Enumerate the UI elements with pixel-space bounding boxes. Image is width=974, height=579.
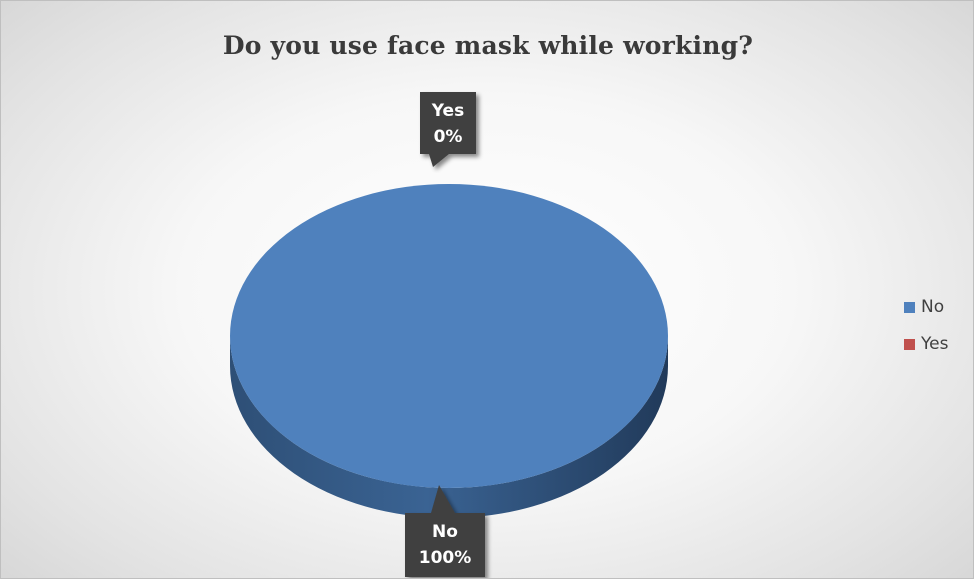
chart-title: Do you use face mask while working? bbox=[222, 31, 754, 60]
data-label-percent-yes: 0% bbox=[434, 127, 463, 147]
data-label-box-yes bbox=[420, 92, 476, 167]
legend-swatch-yes bbox=[904, 338, 915, 350]
data-label-no: No 100% bbox=[405, 485, 485, 577]
data-label-category-yes: Yes bbox=[431, 101, 464, 121]
data-label-category-no: No bbox=[432, 522, 458, 542]
legend-item-no: No bbox=[904, 294, 948, 320]
data-label-box-no bbox=[405, 485, 485, 577]
legend-swatch-no bbox=[904, 301, 915, 313]
data-label-yes: Yes 0% bbox=[420, 92, 476, 167]
legend: No Yes bbox=[904, 294, 948, 368]
data-label-percent-no: 100% bbox=[419, 548, 472, 568]
legend-label-no: No bbox=[921, 297, 945, 317]
pie-slice-no bbox=[230, 184, 668, 488]
legend-item-yes: Yes bbox=[904, 331, 948, 357]
pie-side bbox=[230, 336, 668, 518]
legend-label-yes: Yes bbox=[921, 334, 949, 354]
